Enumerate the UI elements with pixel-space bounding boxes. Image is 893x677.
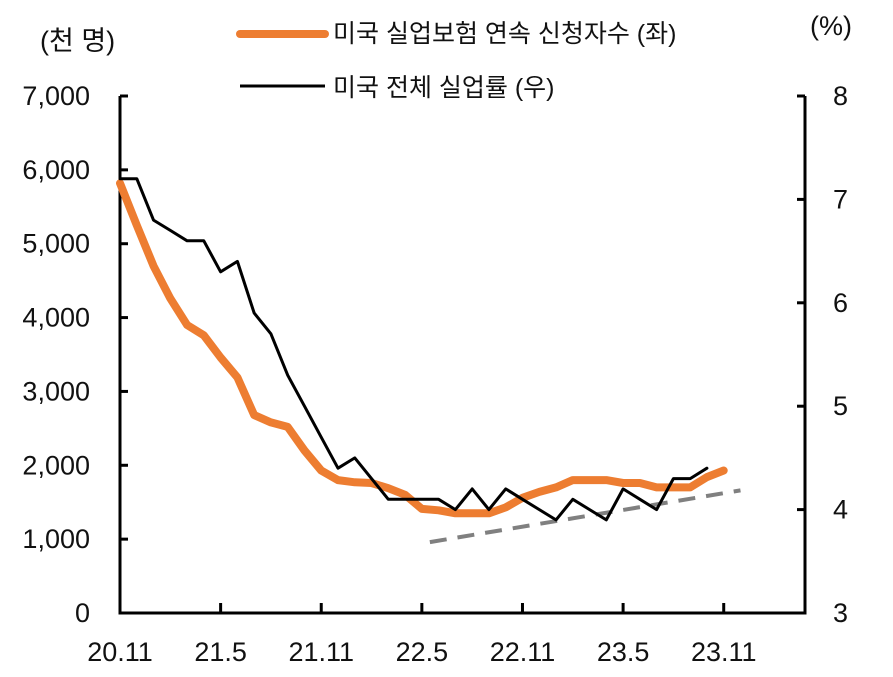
left-tick-label: 5,000 bbox=[22, 229, 90, 259]
right-tick-label: 5 bbox=[833, 391, 848, 421]
left-tick-label: 3,000 bbox=[22, 376, 90, 406]
trend-line bbox=[429, 488, 741, 545]
right-axis-label: (%) bbox=[810, 11, 852, 41]
right-tick-label: 7 bbox=[833, 184, 848, 214]
left-tick-label: 7,000 bbox=[22, 81, 90, 111]
x-tick-label: 20.11 bbox=[87, 637, 153, 667]
x-tick-label: 21.5 bbox=[194, 637, 247, 667]
legend-label-claims: 미국 실업보험 연속 신청자수 (좌) bbox=[333, 20, 676, 48]
x-tick-label: 22.5 bbox=[396, 637, 449, 667]
left-axis-label: (천 명) bbox=[40, 26, 115, 56]
x-tick-label: 23.5 bbox=[597, 637, 650, 667]
right-tick-label: 3 bbox=[833, 598, 848, 628]
x-tick-label: 22.11 bbox=[490, 637, 556, 667]
right-tick-label: 8 bbox=[833, 81, 848, 111]
series-line-unemployment bbox=[118, 177, 709, 522]
left-tick-label: 6,000 bbox=[22, 155, 90, 185]
left-tick-label: 1,000 bbox=[22, 524, 90, 554]
left-tick-label: 4,000 bbox=[22, 303, 90, 333]
right-tick-label: 4 bbox=[833, 495, 848, 525]
legend-label-unemployment: 미국 전체 실업률 (우) bbox=[333, 74, 555, 102]
right-tick-label: 6 bbox=[833, 288, 848, 318]
x-tick-label: 23.11 bbox=[691, 637, 757, 667]
x-tick-label: 21.11 bbox=[288, 637, 354, 667]
left-tick-label: 0 bbox=[75, 598, 90, 628]
series-line-claims bbox=[116, 179, 728, 518]
left-tick-label: 2,000 bbox=[22, 450, 90, 480]
